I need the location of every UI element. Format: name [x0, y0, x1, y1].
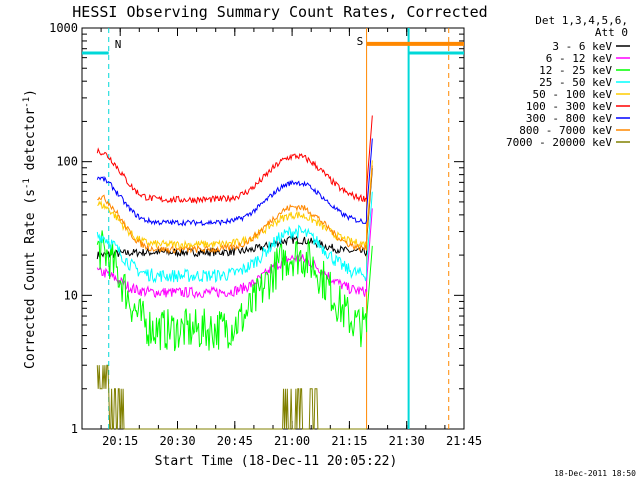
- series-layer: [96, 115, 373, 430]
- x-tick-label: 21:15: [331, 434, 367, 448]
- series-line-3: [96, 191, 373, 284]
- x-tick-label: 20:15: [102, 434, 138, 448]
- x-tick-label: 20:30: [159, 434, 195, 448]
- y-axis-label: Corrected Count Rate (s-1 detector-1): [22, 89, 38, 369]
- series-line-5: [96, 115, 373, 205]
- legend-label-0: 3 - 6 keV: [552, 40, 612, 53]
- legend-header-line-1: Det 1,3,4,5,6,: [535, 14, 628, 27]
- series-line-8: [96, 364, 367, 430]
- legend-label-7: 800 - 7000 keV: [519, 124, 612, 137]
- legend-label-8: 7000 - 20000 keV: [506, 136, 612, 149]
- x-tick-label: 21:45: [446, 434, 482, 448]
- x-tick-label: 21:00: [274, 434, 310, 448]
- chart-title: HESSI Observing Summary Count Rates, Cor…: [72, 3, 487, 21]
- night-flag-label: N: [115, 38, 122, 51]
- legend-label-3: 25 - 50 keV: [539, 76, 612, 89]
- x-axis-label: Start Time (18-Dec-11 20:05:22): [155, 454, 398, 469]
- plot-frame: [81, 27, 465, 430]
- y-tick-label: 100: [56, 155, 78, 169]
- x-tick-label: 20:45: [217, 434, 253, 448]
- legend-label-1: 6 - 12 keV: [546, 52, 613, 65]
- legend-label-5: 100 - 300 keV: [526, 100, 612, 113]
- timestamp: 18-Dec-2011 18:50: [554, 469, 636, 478]
- saa-flag-label: S: [357, 35, 364, 48]
- legend-label-4: 50 - 100 keV: [533, 88, 613, 101]
- series-line-2: [96, 230, 373, 352]
- legend-label-2: 12 - 25 keV: [539, 64, 612, 77]
- legend-label-6: 300 - 800 keV: [526, 112, 612, 125]
- y-tick-label: 1: [71, 422, 78, 436]
- axis-ticks: 20:15 20:30 20:45 21:00 21:15 21:30 21:45 1 10 10…: [49, 21, 482, 448]
- series-line-6: [96, 138, 373, 227]
- x-tick-label: 21:30: [389, 434, 425, 448]
- y-tick-label: 1000: [49, 21, 78, 35]
- series-line-4: [97, 160, 373, 250]
- y-tick-label: 10: [64, 288, 78, 302]
- series-line-7: [97, 165, 373, 255]
- legend-header-line-2: Att 0: [595, 26, 628, 39]
